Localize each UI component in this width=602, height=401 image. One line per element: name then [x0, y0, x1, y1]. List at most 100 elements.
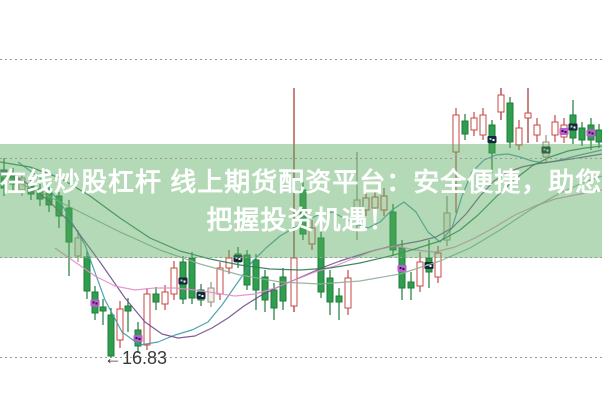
signal-marker-dot: [198, 294, 201, 296]
candle-down: [188, 252, 196, 304]
candle-down: [252, 254, 260, 310]
candle-body: [551, 121, 559, 136]
signal-marker-dot: [543, 148, 546, 151]
candle-up: [470, 112, 478, 136]
signal-marker-dot: [570, 125, 573, 128]
candle-up: [308, 220, 316, 250]
signal-marker-icon: [196, 292, 206, 299]
signal-marker-dot: [429, 265, 432, 267]
candle-body: [595, 129, 602, 143]
candle-up: [524, 88, 532, 143]
candle-down: [152, 287, 160, 310]
signal-marker-dot: [95, 302, 98, 305]
candle-up: [434, 246, 442, 283]
signal-marker-icon: [233, 255, 243, 262]
candle-body: [124, 305, 132, 312]
candle-up: [344, 270, 352, 315]
candle-down: [317, 230, 325, 298]
signal-marker-dot: [588, 131, 591, 134]
ma-long-darkgreen: [0, 145, 602, 271]
candle-down: [178, 256, 188, 304]
candle-body: [371, 196, 379, 209]
signal-marker-dot: [238, 258, 241, 260]
candle-down: [299, 182, 307, 240]
candle-body: [188, 257, 196, 299]
candle-body: [216, 267, 224, 295]
signal-marker-dot: [138, 338, 141, 340]
signal-marker-dot: [235, 257, 238, 259]
candle-body: [299, 189, 307, 235]
candle-down: [586, 118, 596, 150]
candle-down: [407, 272, 415, 300]
candle-body: [270, 289, 278, 309]
candle-down: [568, 100, 578, 144]
candle-down: [487, 120, 497, 173]
candle-up: [143, 288, 151, 350]
candle-down: [461, 114, 469, 140]
candle-down: [90, 286, 100, 320]
candle-body: [524, 112, 532, 119]
promo-banner-line-1: 在线炒股杠杆 线上期货配资平台：安全便捷，助您: [0, 167, 602, 197]
candle-body: [434, 252, 442, 278]
candle-down: [133, 322, 143, 353]
signal-marker-dot: [489, 138, 492, 140]
candle-up: [170, 261, 178, 300]
candle-up: [371, 190, 379, 214]
candle-up: [497, 88, 505, 120]
candle-body: [380, 195, 388, 211]
candle-up: [533, 118, 541, 142]
candle-up: [362, 190, 370, 216]
ma-longest-graygreen: [0, 174, 602, 285]
candle-body: [83, 256, 91, 292]
candle-up: [551, 115, 559, 142]
signal-marker-dot: [183, 280, 186, 283]
candle-body: [452, 114, 460, 153]
candle-body: [407, 281, 415, 289]
signal-marker-dot: [573, 126, 576, 129]
candle-body: [0, 169, 8, 189]
price-annotation: ←16.83: [104, 348, 168, 368]
candle-body: [479, 114, 487, 136]
candle-body: [344, 277, 352, 309]
candle-body: [497, 94, 505, 113]
ma-slow-pink: [54, 189, 602, 297]
ma-mid-purple: [0, 153, 602, 339]
candle-down: [279, 268, 287, 310]
candle-body: [470, 117, 478, 131]
signal-marker-dot: [92, 301, 95, 304]
candle-body: [533, 124, 541, 136]
candle-up: [380, 188, 388, 216]
candle-body: [308, 227, 316, 245]
signal-marker-icon: [178, 277, 188, 285]
candle-body: [362, 197, 370, 211]
signal-marker-dot: [564, 131, 567, 133]
signal-marker-dot: [591, 132, 594, 135]
candle-down: [124, 298, 132, 332]
ma-fast-teal: [17, 149, 602, 346]
candle-body: [152, 293, 160, 303]
candle-body: [389, 211, 397, 251]
candle-body: [326, 277, 334, 303]
candle-body: [443, 212, 451, 241]
candle-body: [317, 237, 325, 293]
candle-up: [515, 120, 523, 150]
signal-marker-icon: [90, 299, 100, 307]
candle-down: [397, 240, 407, 300]
candle-down: [83, 251, 91, 299]
candle-down: [578, 122, 586, 146]
signal-marker-dot: [180, 279, 183, 282]
candle-body: [261, 276, 269, 301]
candle-body: [279, 276, 287, 302]
candle-body: [116, 308, 124, 341]
signal-marker-icon: [568, 123, 578, 131]
signal-marker-dot: [135, 337, 138, 339]
candle-down: [196, 284, 206, 306]
candle-up: [559, 118, 569, 143]
candle-up: [479, 108, 487, 140]
candle-body: [99, 306, 107, 312]
candle-down: [506, 97, 514, 148]
signal-marker-dot: [402, 268, 405, 270]
candle-up: [116, 301, 124, 348]
